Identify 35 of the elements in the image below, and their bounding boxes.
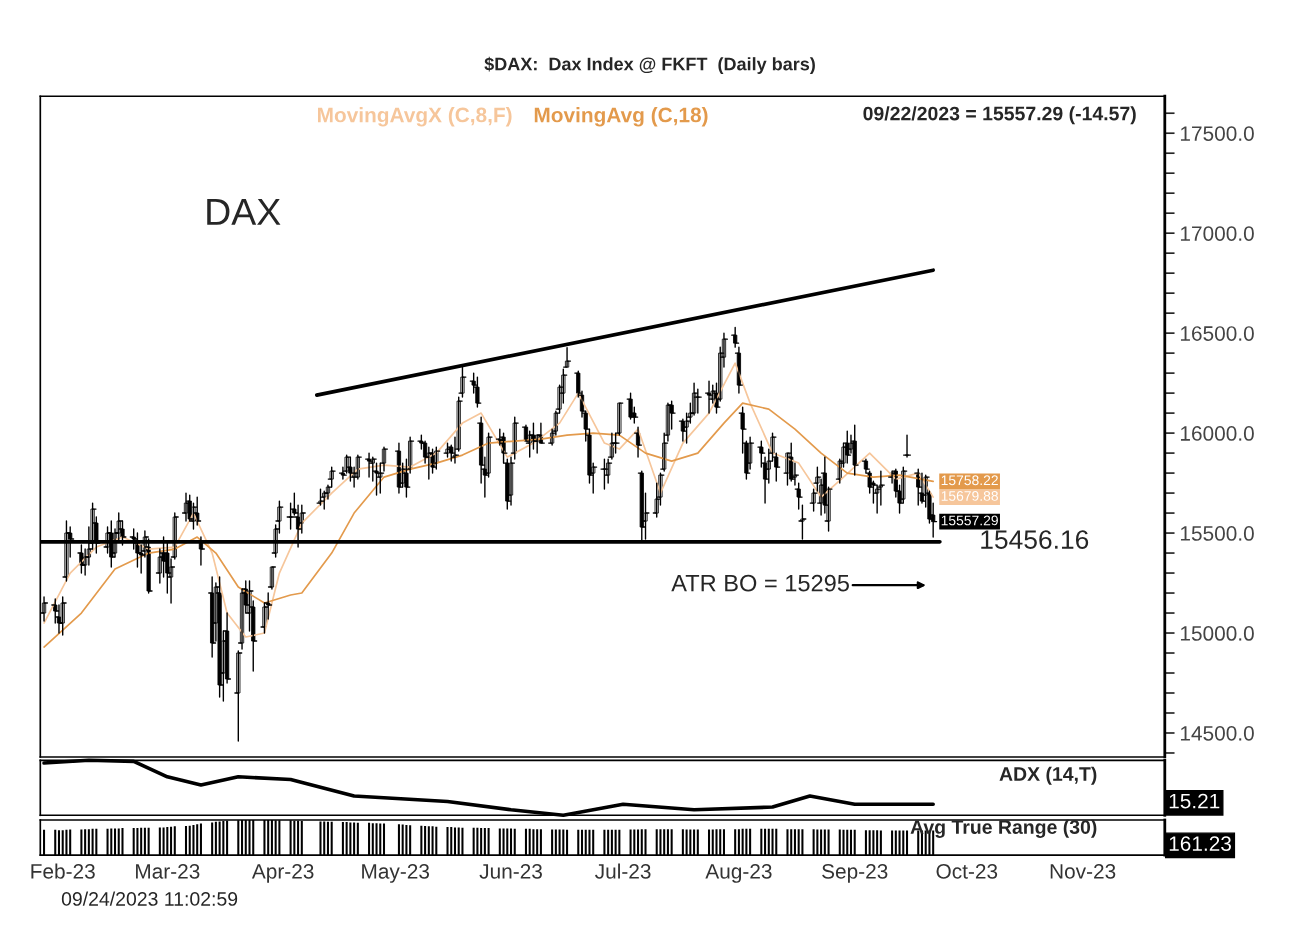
y-tick-label: 14500.0 (1180, 725, 1254, 741)
y-tick-label: 16000.0 (1180, 426, 1254, 441)
y-tick-label: 15000.0 (1180, 626, 1254, 641)
y-tick-label: 17000.0 (1180, 226, 1254, 241)
annotation: ADX (14,T) (999, 766, 1097, 785)
x-tick-label: Jul-23 (595, 863, 651, 879)
candlestick (234, 650, 243, 742)
text: 15.21 (1169, 793, 1220, 809)
x-tick-label: Apr-23 (251, 863, 314, 883)
line-series (43, 402, 935, 648)
x-tick-label: Aug-23 (705, 863, 772, 883)
text: 09/24/2023 11:02:59 (61, 891, 238, 906)
x-tick-label: May-23 (362, 863, 430, 883)
y-tick-label: 15500.0 (1180, 526, 1254, 541)
annotation: 15557.29 (941, 515, 998, 526)
data-label: 15758.22 (941, 475, 998, 486)
x-tick-label: Oct-23 (936, 863, 998, 879)
x-tick-label: Jun-23 (479, 863, 542, 879)
y-tick-label: 16500.0 (1180, 326, 1254, 341)
x-tick-label: Feb-23 (31, 863, 95, 879)
annotation: Avg True Range (30) (910, 819, 1097, 838)
text: 161.23 (1169, 836, 1231, 851)
data-label: 15679.88 (941, 490, 998, 501)
annotation: ATR BO = 15295 (671, 574, 849, 592)
x-tick-label: Nov-23 (1050, 863, 1116, 879)
text: MovingAvgX (C,8,F) (318, 107, 512, 127)
annotation: DAX (207, 199, 281, 225)
y-tick-label: 17500.0 (1180, 126, 1254, 141)
text: MovingAvg (C,18) (534, 107, 708, 127)
line-series (43, 362, 935, 638)
ref-line-label: 15456.16 (981, 530, 1089, 549)
x-tick-label: Sep-23 (822, 863, 888, 883)
chart-title: $DAX: Dax Index @ FKFT (Daily bars) (484, 56, 815, 74)
annotation: 09/22/2023 = 15557.29 (-14.57) (863, 106, 1136, 125)
x-tick-label: Mar-23 (136, 863, 200, 879)
